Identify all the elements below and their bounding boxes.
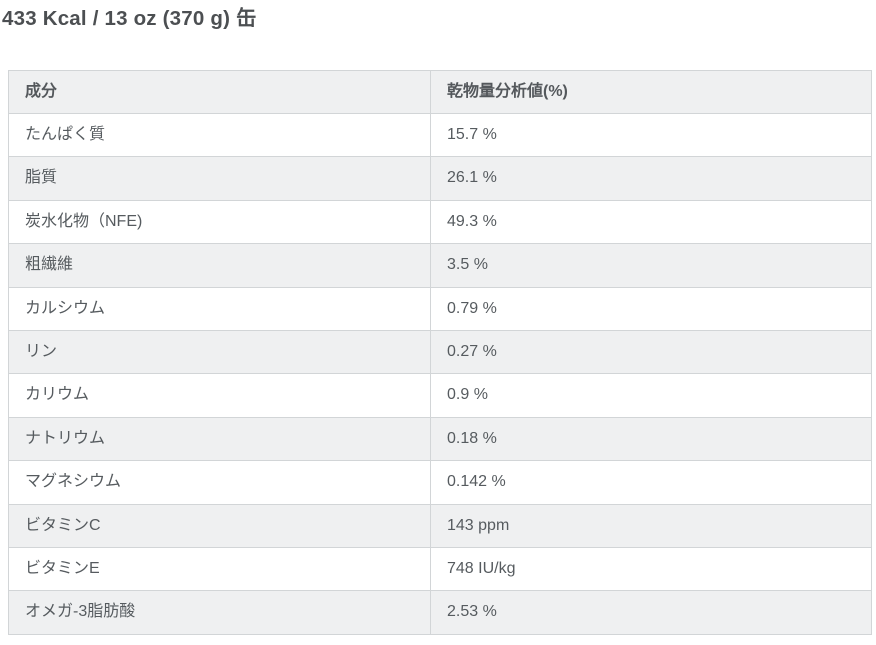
component-value: 49.3 % xyxy=(430,199,872,245)
component-value: 0.27 % xyxy=(430,329,872,375)
component-label: オメガ-3脂肪酸 xyxy=(8,590,431,635)
component-value: 2.53 % xyxy=(430,590,872,635)
table-row: たんぱく質 15.7 % xyxy=(8,112,872,158)
table-row: 粗繊維 3.5 % xyxy=(8,243,872,288)
table-row: オメガ-3脂肪酸 2.53 % xyxy=(8,590,872,635)
component-label: カリウム xyxy=(8,373,431,418)
table-row: カリウム 0.9 % xyxy=(8,373,872,418)
component-value: 0.9 % xyxy=(430,373,872,418)
column-header-component: 成分 xyxy=(8,69,431,114)
table-row: ナトリウム 0.18 % xyxy=(8,416,872,462)
nutrition-table: 成分 乾物量分析値(%) たんぱく質 15.7 % 脂質 26.1 % 炭水化物（NFE… xyxy=(8,69,872,635)
table-row: マグネシウム 0.142 % xyxy=(8,460,872,505)
component-value: 0.18 % xyxy=(430,416,872,462)
page-title: 433 Kcal / 13 oz (370 g) 缶 xyxy=(2,7,257,30)
component-label: ナトリウム xyxy=(8,416,431,462)
component-value: 26.1 % xyxy=(430,156,872,201)
component-value: 0.142 % xyxy=(430,460,872,505)
table-row: ビタミンC 143 ppm xyxy=(8,503,872,548)
table-row: 炭水化物（NFE) 49.3 % xyxy=(8,199,872,245)
table-header-row: 成分 乾物量分析値(%) xyxy=(8,69,872,114)
component-label: ビタミンE xyxy=(8,546,431,592)
component-label: リン xyxy=(8,329,431,375)
component-value: 143 ppm xyxy=(430,503,872,548)
component-value: 748 IU/kg xyxy=(430,546,872,592)
table-row: 脂質 26.1 % xyxy=(8,156,872,201)
component-value: 15.7 % xyxy=(430,112,872,158)
component-value: 3.5 % xyxy=(430,243,872,288)
table-row: リン 0.27 % xyxy=(8,329,872,375)
table-row: カルシウム 0.79 % xyxy=(8,286,872,331)
component-value: 0.79 % xyxy=(430,286,872,331)
component-label: 脂質 xyxy=(8,156,431,201)
component-label: カルシウム xyxy=(8,286,431,331)
component-label: たんぱく質 xyxy=(8,112,431,158)
component-label: ビタミンC xyxy=(8,503,431,548)
component-label: 炭水化物（NFE) xyxy=(8,199,431,245)
column-header-analysis-value: 乾物量分析値(%) xyxy=(430,69,872,114)
component-label: マグネシウム xyxy=(8,460,431,505)
table-row: ビタミンE 748 IU/kg xyxy=(8,546,872,592)
component-label: 粗繊維 xyxy=(8,243,431,288)
